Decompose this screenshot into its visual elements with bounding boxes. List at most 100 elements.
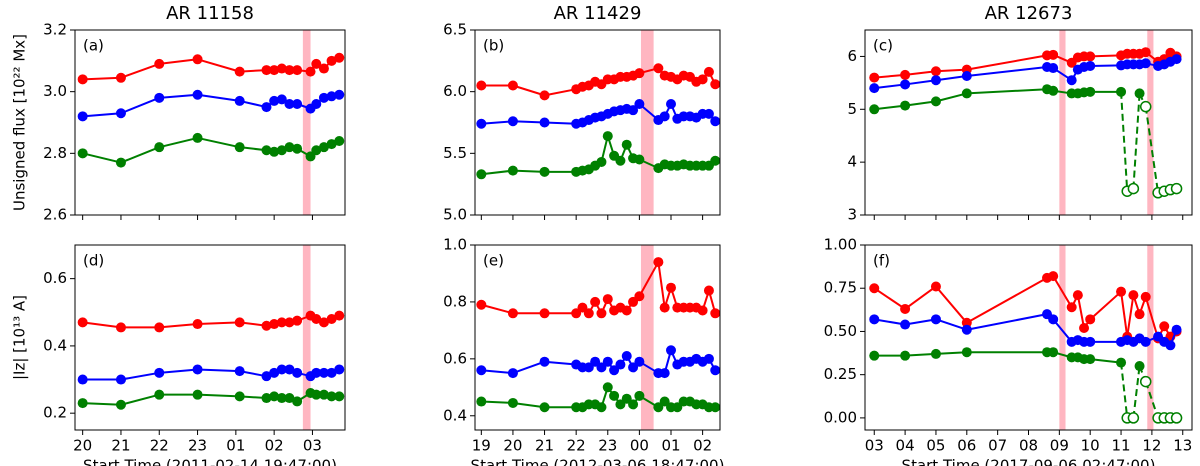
- shaded-interval: [1059, 30, 1066, 215]
- data-point: [1139, 375, 1152, 388]
- data-point: [334, 89, 345, 100]
- data-point: [1127, 412, 1140, 424]
- data-point: [621, 305, 632, 316]
- data-point: [192, 364, 203, 375]
- series-segment: [904, 318, 937, 326]
- data-point: [653, 257, 664, 268]
- data-point: [269, 95, 280, 106]
- data-point: [292, 396, 303, 407]
- panel-label: (f): [873, 252, 890, 270]
- data-point: [507, 80, 518, 91]
- data-point: [634, 390, 645, 401]
- series-segment: [82, 321, 122, 329]
- x-tick-label: 01: [226, 437, 245, 455]
- data-point: [276, 94, 287, 105]
- data-point: [621, 351, 632, 361]
- data-point: [476, 80, 487, 91]
- x-tick-label: 06: [957, 437, 976, 455]
- series-segment: [512, 84, 545, 97]
- data-point: [1134, 88, 1145, 99]
- data-point: [261, 371, 272, 382]
- data-point: [476, 169, 487, 180]
- y-axis-label: |Iz| [10¹³ A]: [11, 295, 29, 380]
- x-tick-label: 21: [111, 437, 130, 455]
- series-segment: [873, 287, 906, 310]
- series-segment: [935, 351, 967, 355]
- data-point: [234, 142, 245, 153]
- x-tick-label: 13: [1173, 437, 1192, 455]
- x-tick-label: 02: [693, 437, 712, 455]
- data-point: [276, 393, 287, 404]
- data-point: [869, 350, 880, 361]
- data-point: [653, 63, 664, 74]
- data-point: [326, 139, 337, 150]
- data-point: [703, 66, 714, 77]
- series-segment: [197, 93, 240, 102]
- data-point: [634, 356, 645, 367]
- data-point: [1170, 182, 1183, 195]
- data-point: [284, 393, 295, 404]
- series-segment: [120, 371, 160, 381]
- data-point: [476, 118, 487, 129]
- series-segment: [544, 360, 577, 366]
- data-point: [900, 303, 911, 314]
- data-point: [1140, 336, 1151, 347]
- data-point: [900, 319, 911, 330]
- data-point: [1085, 354, 1096, 365]
- series-segment: [481, 400, 513, 404]
- data-point: [1159, 321, 1170, 332]
- data-point: [115, 108, 126, 119]
- data-point: [930, 348, 941, 359]
- data-point: [318, 92, 329, 103]
- data-point: [869, 72, 880, 83]
- x-tick-label: 09: [1050, 437, 1069, 455]
- data-point: [292, 315, 303, 326]
- shaded-interval: [302, 245, 311, 430]
- y-tick-label: 2.6: [43, 206, 67, 224]
- data-point: [697, 74, 708, 85]
- data-point: [697, 305, 708, 316]
- x-axis-label: Start Time (2017-09-06 02:47:00): [902, 457, 1156, 466]
- x-tick-label: 05: [926, 437, 945, 455]
- x-tick-label: 23: [598, 437, 617, 455]
- series-segment: [197, 58, 240, 73]
- x-tick-label: 00: [630, 437, 649, 455]
- data-point: [154, 389, 165, 400]
- data-point: [710, 79, 720, 90]
- series-segment: [120, 62, 160, 79]
- data-point: [602, 382, 613, 393]
- series-segment: [82, 76, 121, 81]
- data-point: [869, 83, 880, 94]
- data-point: [326, 391, 337, 402]
- data-point: [666, 99, 676, 109]
- data-point: [334, 364, 345, 375]
- data-point: [269, 146, 280, 157]
- panel-label: (d): [83, 252, 104, 270]
- axes-frame: [74, 244, 346, 431]
- data-point: [869, 104, 880, 115]
- series-segment: [935, 92, 968, 103]
- data-point: [234, 66, 245, 77]
- data-point: [666, 282, 676, 293]
- data-point: [1116, 357, 1127, 368]
- data-point: [1066, 75, 1077, 86]
- data-point: [192, 89, 203, 100]
- y-tick-label: 4: [847, 153, 857, 171]
- data-point: [869, 314, 880, 325]
- series-segment: [1052, 275, 1073, 308]
- data-point: [318, 389, 329, 400]
- data-point: [305, 66, 316, 77]
- series-segment: [512, 401, 545, 409]
- shaded-interval: [1147, 30, 1154, 215]
- series-segment: [1090, 64, 1122, 67]
- y-tick-label: 0.2: [43, 404, 67, 422]
- data-point: [311, 367, 322, 378]
- y-tick-label: 0.50: [824, 322, 857, 340]
- data-point: [930, 281, 941, 292]
- y-tick-label: 3: [847, 206, 857, 224]
- series-segment: [82, 402, 122, 406]
- series-segment: [657, 261, 666, 308]
- series-segment: [159, 323, 198, 329]
- data-point: [154, 367, 165, 378]
- shaded-interval: [640, 30, 654, 215]
